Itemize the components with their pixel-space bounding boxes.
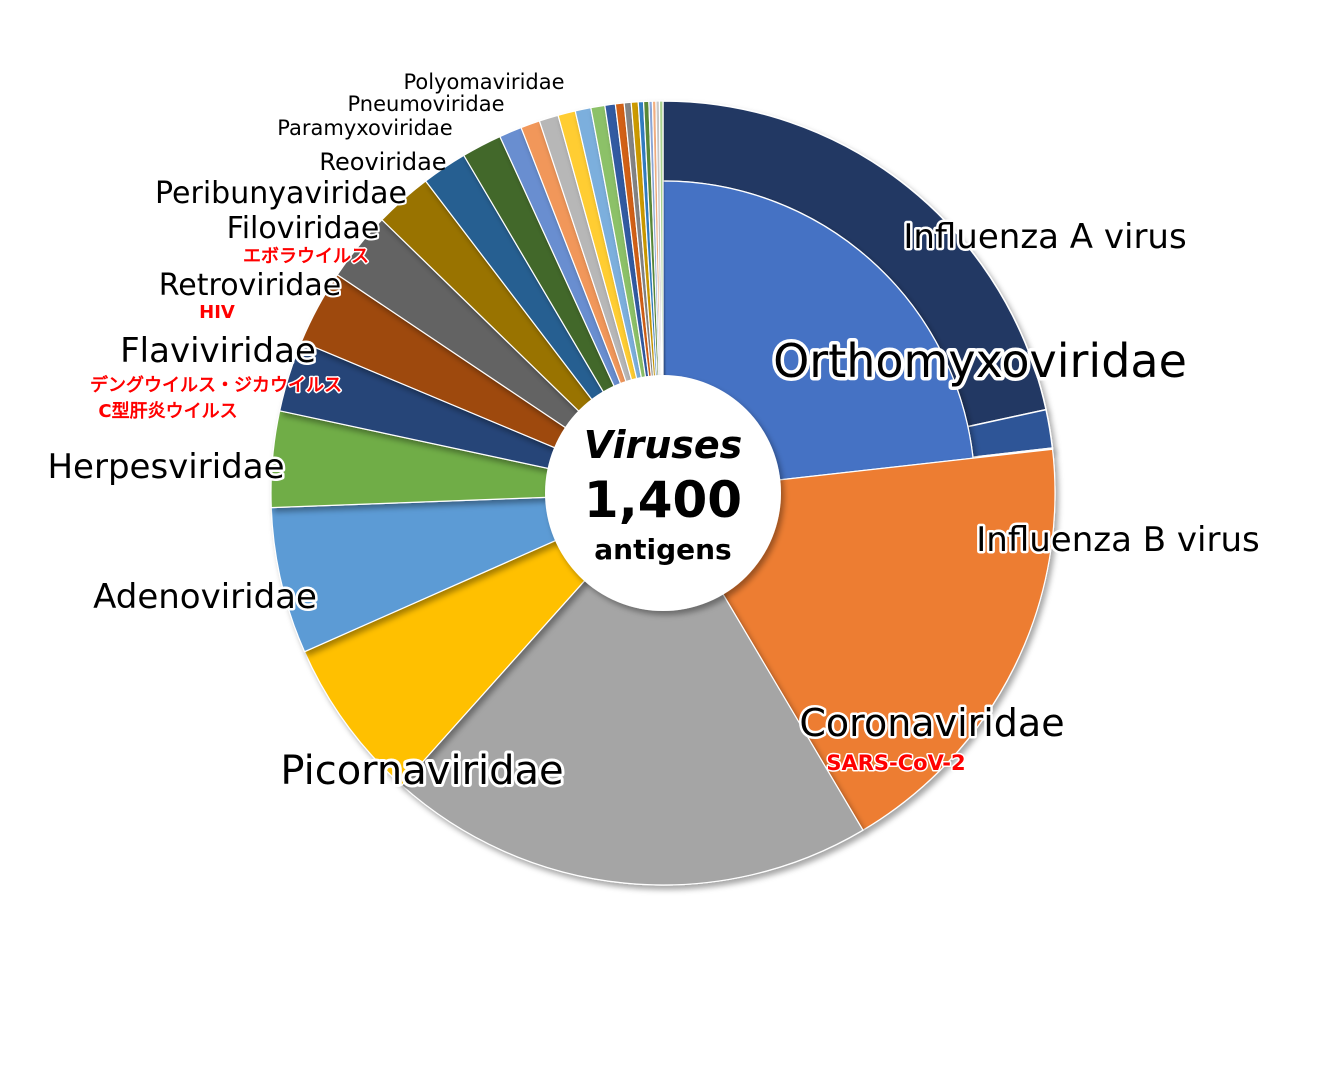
label-paramyxoviridae: Paramyxoviridae [277,116,452,140]
label-orthomyxoviridae: Orthomyxoviridae [773,334,1187,388]
label-pneumoviridae: Pneumoviridae [348,92,505,116]
sublabel-coronaviridae-1: SARS-CoV-2 [826,751,965,775]
label-influenza-b-virus: Influenza B virus [976,520,1259,560]
label-reoviridae: Reoviridae [319,148,446,176]
outer-ring-layer [662,100,1054,460]
sublabel-retroviridae-1: HIV [199,302,235,323]
label-adenoviridae: Adenoviridae [93,577,317,617]
label-flaviviridae: Flaviviridae [120,331,316,371]
label-filoviridae: Filoviridae [227,211,380,246]
sublabel-filoviridae-1: エボラウイルス [243,246,369,267]
center-title: Viruses [584,423,743,467]
center-value: 1,400 [584,471,742,529]
label-retroviridae: Retroviridae [159,268,341,303]
center-circle [545,375,781,611]
pie-slice-picornaviridae [400,491,864,886]
label-picornaviridae: Picornaviridae [280,748,563,794]
label-coronaviridae: Coronaviridae [799,701,1064,745]
label-peribunyaviridae: Peribunyaviridae [155,176,407,211]
center-unit: antigens [594,533,731,566]
sublabel-flaviviridae-2: C型肝炎ウイルス [98,400,237,422]
label-herpesviridae: Herpesviridae [47,447,284,487]
label-polyomaviridae: Polyomaviridae [403,70,564,94]
label-layer: Orthomyxoviridae Coronaviridae SARS-CoV-2 P… [45,70,1262,797]
label-influenza-a-virus: Influenza A virus [903,217,1186,257]
sublabel-flaviviridae-1: デングウイルス・ジカウイルス [90,374,342,396]
